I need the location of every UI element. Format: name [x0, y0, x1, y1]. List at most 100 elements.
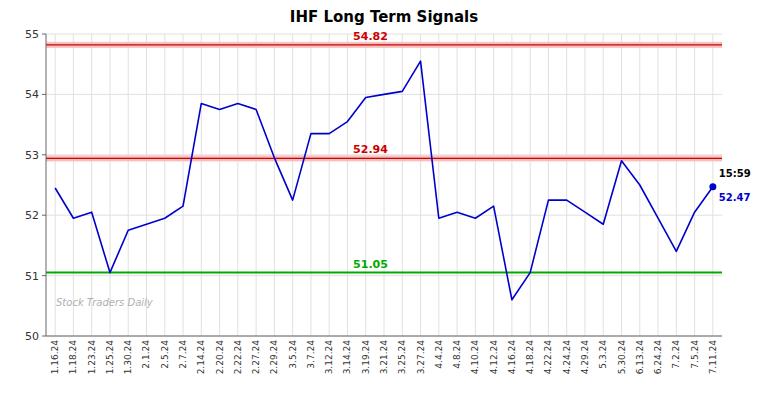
y-tick: [42, 215, 46, 216]
grid-line-x: [694, 34, 695, 336]
x-tick-label: 3.27.24: [416, 340, 426, 375]
hline: [46, 272, 722, 274]
grid-line-x: [365, 34, 366, 336]
x-tick-label: 2.1.24: [141, 340, 151, 369]
grid-line-x: [621, 34, 622, 336]
x-tick-label: 3.14.24: [342, 340, 352, 375]
x-tick-label: 3.7.24: [306, 340, 316, 369]
x-tick-label: 1.25.24: [105, 340, 115, 375]
hline: [46, 158, 722, 159]
y-tick: [42, 336, 46, 337]
grid-line-x: [256, 34, 257, 336]
x-tick-label: 4.18.24: [525, 340, 535, 375]
x-tick-label: 1.16.24: [50, 340, 60, 375]
grid-line-x: [183, 34, 184, 336]
x-axis-line: [46, 336, 722, 337]
y-tick-label: 53: [25, 149, 39, 162]
grid-line-x: [420, 34, 421, 336]
x-tick-label: 2.5.24: [160, 340, 170, 369]
grid-line-x: [164, 34, 165, 336]
grid-line-x: [511, 34, 512, 336]
x-tick-label: 7.5.24: [690, 340, 700, 369]
x-tick-label: 6.13.24: [635, 340, 645, 375]
x-tick-label: 4.4.24: [434, 340, 444, 369]
y-tick-label: 50: [25, 330, 39, 343]
grid-line-x: [109, 34, 110, 336]
last-price-label: 52.47: [719, 192, 751, 203]
grid-line-x: [219, 34, 220, 336]
grid-line-x: [292, 34, 293, 336]
grid-line-x: [457, 34, 458, 336]
last-time-label: 15:59: [719, 168, 751, 179]
grid-line-x: [548, 34, 549, 336]
x-tick-label: 7.11.24: [708, 340, 718, 375]
title: IHF Long Term Signals: [290, 8, 478, 26]
x-tick-label: 6.24.24: [653, 340, 663, 375]
grid-line-x: [237, 34, 238, 336]
y-tick-label: 52: [25, 209, 39, 222]
hline-label: 51.05: [353, 258, 388, 271]
grid-line-x: [329, 34, 330, 336]
grid: [46, 34, 722, 336]
grid-line-y: [46, 336, 722, 337]
y-tick: [42, 94, 46, 95]
grid-line-x: [55, 34, 56, 336]
grid-line-x: [274, 34, 275, 336]
grid-line-x: [402, 34, 403, 336]
y-axis: 50 51 52 53 54 55: [25, 28, 46, 343]
x-tick-label: 3.21.24: [379, 340, 389, 375]
grid-line-x: [310, 34, 311, 336]
x-tick-label: 1.23.24: [87, 340, 97, 375]
x-tick-label: 7.2.24: [671, 340, 681, 369]
grid-line-x: [201, 34, 202, 336]
x-tick-label: 4.12.24: [489, 340, 499, 375]
x-tick-label: 4.22.24: [543, 340, 553, 375]
hline-label: 54.82: [353, 30, 388, 43]
grid-line-x: [566, 34, 567, 336]
last-point-marker: [709, 183, 716, 190]
x-tick-label: 2.20.24: [215, 340, 225, 375]
x-axis: 1.16.241.18.241.23.241.25.241.30.242.1.2…: [50, 340, 718, 375]
y-tick-label: 54: [25, 88, 39, 101]
x-tick-label: 4.16.24: [507, 340, 517, 375]
grid-line-x: [73, 34, 74, 336]
y-tick-label: 55: [25, 28, 39, 41]
plot-area: [46, 42, 722, 300]
grid-line-x: [603, 34, 604, 336]
y-tick: [42, 154, 46, 155]
hline-label: 52.94: [353, 143, 388, 156]
y-axis-line: [46, 34, 47, 336]
x-tick-label: 2.29.24: [269, 340, 279, 375]
grid-line-x: [146, 34, 147, 336]
x-tick-label: 4.10.24: [470, 340, 480, 375]
x-tick-label: 3.25.24: [397, 340, 407, 375]
grid-line-x: [493, 34, 494, 336]
x-tick-label: 1.30.24: [123, 340, 133, 375]
y-tick: [42, 275, 46, 276]
chart: IHF Long Term Signals 50 51 52 53 54 55 1.16.24…: [0, 0, 784, 398]
x-tick-label: 2.7.24: [178, 340, 188, 369]
grid-line-x: [676, 34, 677, 336]
grid-line-x: [658, 34, 659, 336]
x-tick-label: 4.24.24: [562, 340, 572, 375]
grid-line-x: [128, 34, 129, 336]
grid-line-x: [475, 34, 476, 336]
grid-line-x: [91, 34, 92, 336]
price-line: [55, 61, 713, 300]
x-tick-label: 2.27.24: [251, 340, 261, 375]
x-tick-label: 3.5.24: [288, 340, 298, 369]
grid-line-x: [584, 34, 585, 336]
grid-line-x: [530, 34, 531, 336]
x-tick-label: 5.30.24: [617, 340, 627, 375]
grid-line-x: [438, 34, 439, 336]
x-tick-label: 3.19.24: [361, 340, 371, 375]
hline: [46, 44, 722, 45]
y-tick-label: 51: [25, 270, 39, 283]
x-tick-label: 2.14.24: [196, 340, 206, 375]
y-tick: [42, 34, 46, 35]
watermark: Stock Traders Daily: [56, 297, 154, 308]
grid-line-x: [384, 34, 385, 336]
x-tick-label: 2.22.24: [233, 340, 243, 375]
x-tick-label: 3.12.24: [324, 340, 334, 375]
grid-line-x: [347, 34, 348, 336]
